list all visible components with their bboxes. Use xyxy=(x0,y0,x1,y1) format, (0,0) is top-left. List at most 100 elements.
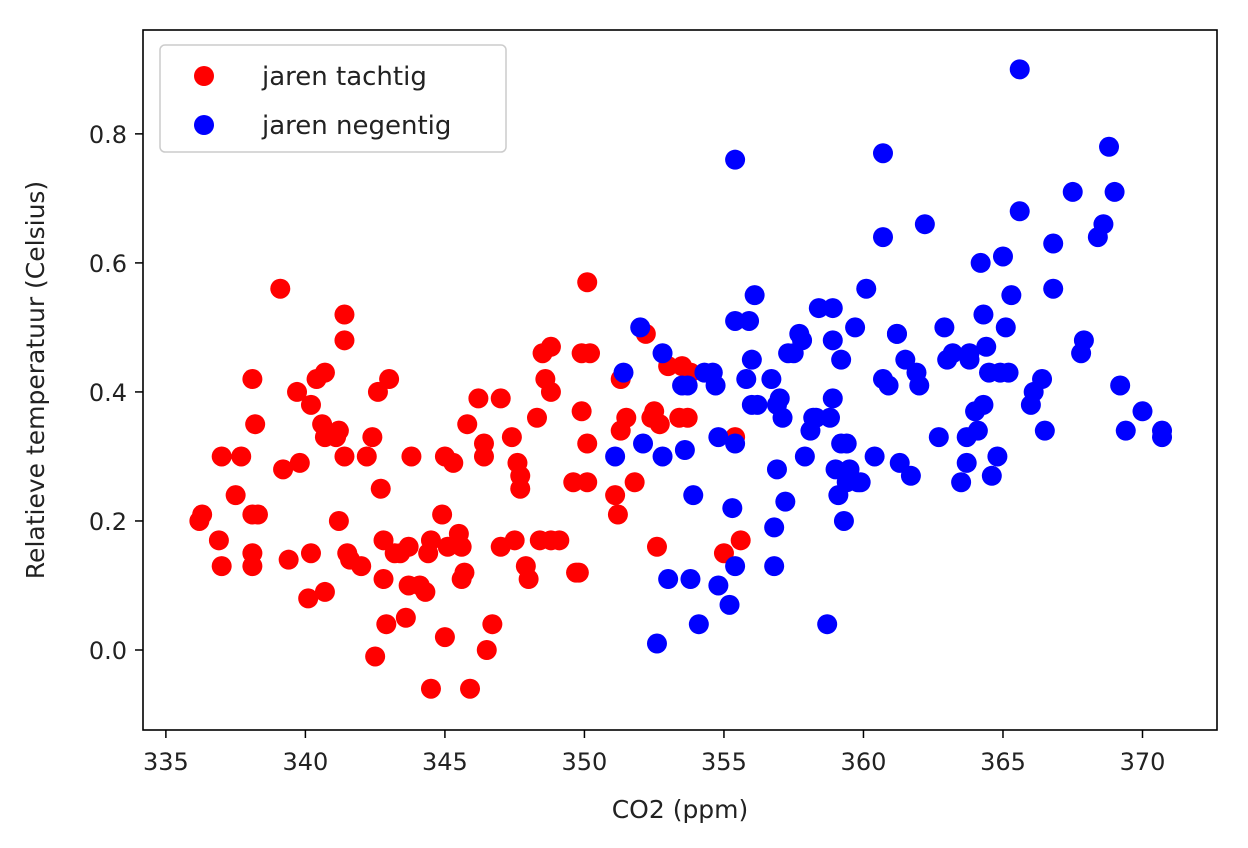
plot-frame xyxy=(142,29,1218,731)
point-jaren-negentig xyxy=(817,614,838,635)
point-jaren-negentig xyxy=(658,569,679,590)
y-tick-label: 0.6 xyxy=(89,250,127,278)
point-jaren-negentig xyxy=(739,310,760,331)
point-jaren-negentig xyxy=(674,440,695,460)
point-jaren-negentig xyxy=(900,465,921,486)
point-jaren-negentig xyxy=(764,517,785,538)
point-jaren-tachtig xyxy=(540,336,561,357)
point-jaren-tachtig xyxy=(437,536,458,557)
point-jaren-negentig xyxy=(833,510,854,531)
point-jaren-tachtig xyxy=(420,678,441,699)
point-jaren-negentig xyxy=(822,330,843,351)
point-jaren-negentig xyxy=(1152,427,1173,448)
point-jaren-negentig xyxy=(769,388,790,409)
point-jaren-tachtig xyxy=(245,414,266,435)
point-jaren-negentig xyxy=(928,427,949,448)
point-jaren-negentig xyxy=(1073,330,1094,351)
point-jaren-negentig xyxy=(836,433,857,454)
point-jaren-tachtig xyxy=(568,562,589,583)
point-jaren-negentig xyxy=(825,459,846,480)
point-jaren-tachtig xyxy=(457,414,478,435)
point-jaren-negentig xyxy=(973,304,994,325)
point-jaren-negentig xyxy=(806,407,827,428)
point-jaren-negentig xyxy=(725,310,746,331)
point-jaren-tachtig xyxy=(208,530,229,551)
point-jaren-negentig xyxy=(633,433,654,454)
point-jaren-negentig xyxy=(856,278,877,299)
y-tick-label: 0.4 xyxy=(89,379,127,407)
point-jaren-tachtig xyxy=(356,446,377,467)
y-tick-label: 0.2 xyxy=(89,508,127,536)
point-jaren-tachtig xyxy=(577,272,598,293)
point-jaren-negentig xyxy=(967,420,988,441)
point-jaren-negentig xyxy=(722,498,743,519)
point-jaren-negentig xyxy=(981,465,1002,486)
point-jaren-tachtig xyxy=(242,556,263,577)
point-jaren-negentig xyxy=(808,298,829,319)
point-jaren-tachtig xyxy=(454,562,475,583)
point-jaren-negentig xyxy=(942,343,963,364)
point-jaren-tachtig xyxy=(351,556,372,577)
point-jaren-negentig xyxy=(683,485,704,506)
point-jaren-tachtig xyxy=(211,556,232,577)
point-jaren-tachtig xyxy=(501,427,522,448)
point-jaren-negentig xyxy=(725,556,746,577)
point-jaren-negentig xyxy=(1099,136,1120,157)
point-jaren-tachtig xyxy=(367,381,388,402)
y-axis-label: Relatieve temperatuur (Celsius) xyxy=(21,181,50,579)
x-tick-label: 360 xyxy=(841,748,887,776)
point-jaren-tachtig xyxy=(432,504,453,525)
point-jaren-negentig xyxy=(878,375,899,396)
point-jaren-tachtig xyxy=(713,543,734,564)
point-jaren-negentig xyxy=(792,330,813,351)
x-tick-label: 335 xyxy=(143,748,189,776)
point-jaren-tachtig xyxy=(395,607,416,628)
point-jaren-tachtig xyxy=(415,581,436,602)
point-jaren-negentig xyxy=(1132,401,1153,422)
y-tick-label: 0.0 xyxy=(89,637,127,665)
x-tick-label: 355 xyxy=(701,748,747,776)
point-jaren-tachtig xyxy=(420,530,441,551)
point-jaren-tachtig xyxy=(563,472,584,493)
data-points xyxy=(189,59,1173,699)
point-jaren-tachtig xyxy=(334,446,355,467)
point-jaren-negentig xyxy=(845,317,866,338)
point-jaren-negentig xyxy=(934,317,955,338)
point-jaren-negentig xyxy=(872,143,893,164)
point-jaren-tachtig xyxy=(624,472,645,493)
point-jaren-tachtig xyxy=(473,446,494,467)
point-jaren-tachtig xyxy=(314,362,335,383)
point-jaren-tachtig xyxy=(270,278,291,299)
point-jaren-tachtig xyxy=(580,343,601,364)
point-jaren-tachtig xyxy=(451,536,472,557)
point-jaren-negentig xyxy=(1062,181,1083,202)
point-jaren-negentig xyxy=(864,446,885,467)
point-jaren-tachtig xyxy=(314,581,335,602)
point-jaren-negentig xyxy=(680,569,701,590)
point-jaren-negentig xyxy=(987,446,1008,467)
point-jaren-negentig xyxy=(708,427,729,448)
point-jaren-negentig xyxy=(822,298,843,319)
point-jaren-negentig xyxy=(995,317,1016,338)
point-jaren-tachtig xyxy=(398,536,419,557)
point-jaren-negentig xyxy=(725,433,746,454)
point-jaren-tachtig xyxy=(289,452,310,473)
point-jaren-tachtig xyxy=(577,433,598,454)
point-jaren-negentig xyxy=(613,362,634,383)
y-axis: 0.0 0.2 0.4 0.6 0.8 xyxy=(89,121,143,665)
point-jaren-tachtig xyxy=(273,459,294,480)
y-tick-label: 0.8 xyxy=(89,121,127,149)
point-jaren-tachtig xyxy=(287,381,308,402)
point-jaren-tachtig xyxy=(460,678,481,699)
point-jaren-tachtig xyxy=(571,401,592,422)
point-jaren-tachtig xyxy=(328,420,349,441)
point-jaren-negentig xyxy=(764,556,785,577)
point-jaren-negentig xyxy=(909,375,930,396)
point-jaren-tachtig xyxy=(549,530,570,551)
point-jaren-tachtig xyxy=(526,407,547,428)
point-jaren-tachtig xyxy=(379,369,400,390)
point-jaren-negentig xyxy=(1034,420,1055,441)
point-jaren-negentig xyxy=(747,394,768,415)
point-jaren-negentig xyxy=(992,246,1013,267)
point-jaren-negentig xyxy=(1032,369,1053,390)
